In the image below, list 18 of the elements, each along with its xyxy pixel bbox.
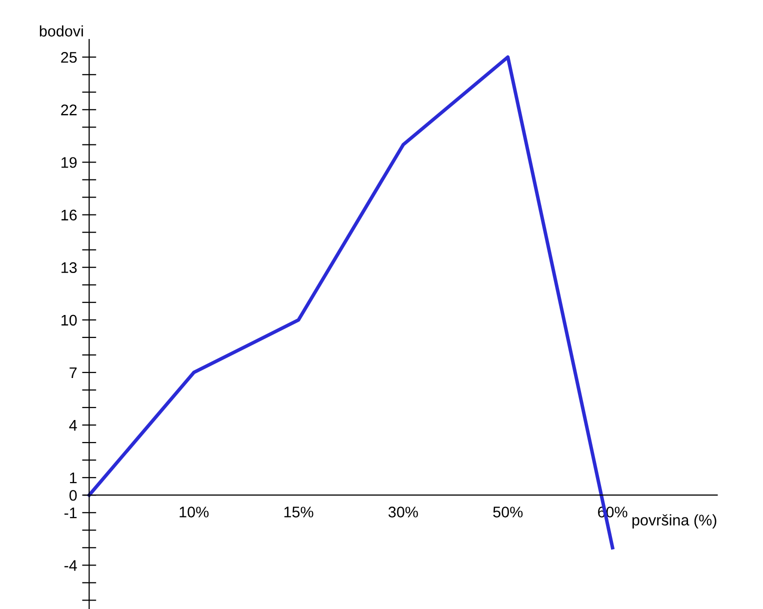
y-tick-label: 19 (62, 157, 77, 168)
x-tick-label: 50% (493, 506, 523, 518)
y-axis-title: bodovi (40, 25, 83, 37)
y-tick-label: 22 (61, 104, 77, 116)
y-tick-label: 10 (62, 314, 77, 326)
y-tick-label: 13 (62, 262, 77, 274)
y-tick-label: 7 (70, 368, 77, 378)
y-tick-label: 16 (62, 210, 77, 220)
y-tick-label: -1 (64, 508, 77, 518)
y-tick-label: 0 (69, 490, 77, 501)
x-tick-label: 15% (284, 506, 314, 518)
y-tick-label: 25 (61, 52, 77, 63)
y-tick-label: -4 (64, 560, 77, 571)
x-axis-title: površina (%) (632, 514, 716, 529)
x-tick-label: 30% (388, 506, 418, 518)
x-tick-label: 10% (180, 506, 209, 518)
y-tick-label: 1 (70, 472, 77, 484)
y-tick-label: 4 (69, 420, 77, 431)
